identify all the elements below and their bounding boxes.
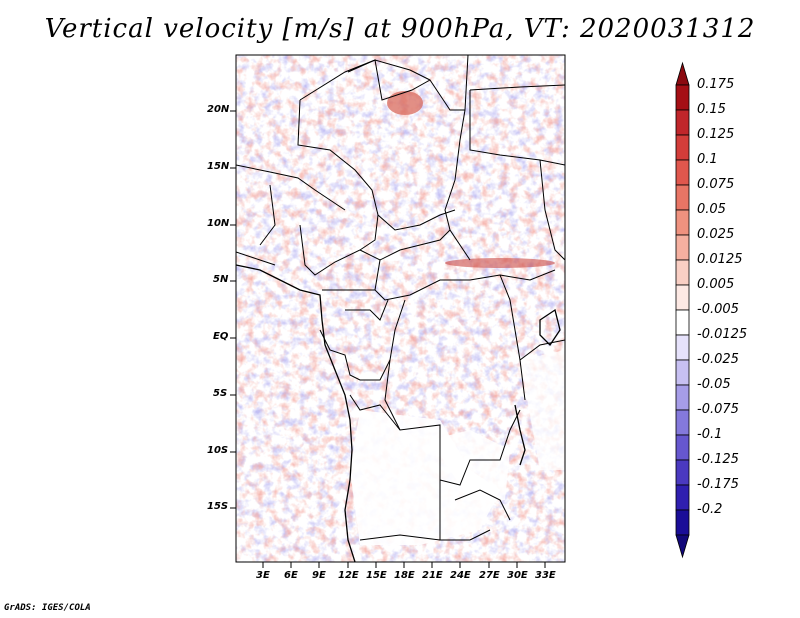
colorbar-segment (675, 384, 690, 411)
colorbar-label: 0.075 (697, 177, 735, 192)
colorbar-label: 0.125 (697, 127, 735, 142)
colorbar-segment (675, 84, 690, 111)
lon-label-12e: 12E (338, 570, 359, 581)
lon-label-27e: 27E (479, 570, 500, 581)
colorbar-top-arrow (675, 61, 690, 86)
lon-label-6e: 6E (284, 570, 298, 581)
lat-label-5n: 5N (213, 274, 229, 285)
colorbar-segment (675, 209, 690, 236)
colorbar-label: -0.1 (697, 427, 723, 442)
lon-label-21e: 21E (422, 570, 443, 581)
colorbar-segment (675, 234, 690, 261)
footer-credit: GrADS: IGES/COLA (4, 603, 91, 613)
colorbar-label: -0.05 (697, 377, 731, 392)
colorbar-segment (675, 359, 690, 386)
colorbar-segment (675, 134, 690, 161)
lon-label-9e: 9E (312, 570, 326, 581)
colorbar (675, 61, 690, 559)
lat-label-20n: 20N (207, 104, 230, 115)
lon-label-24e: 24E (450, 570, 471, 581)
colorbar-label: -0.0125 (697, 327, 748, 342)
colorbar-label: 0.005 (697, 277, 735, 292)
colorbar-label: 0.025 (697, 227, 735, 242)
lat-label-10n: 10N (207, 218, 230, 229)
colorbar-segment (675, 159, 690, 186)
lon-label-3e: 3E (256, 570, 270, 581)
colorbar-segment (675, 109, 690, 136)
colorbar-label: 0.15 (697, 102, 726, 117)
colorbar-segment (675, 484, 690, 511)
coastline (236, 264, 561, 562)
colorbar-label: -0.025 (697, 352, 739, 367)
colorbar-segment (675, 184, 690, 211)
colorbar-label: 0.0125 (697, 252, 743, 267)
colorbar-segment (675, 334, 690, 361)
colorbar-label: 0.1 (697, 152, 718, 167)
lon-label-33e: 33E (535, 570, 556, 581)
colorbar-bottom-arrow (675, 534, 690, 559)
lon-label-15e: 15E (366, 570, 387, 581)
colorbar-segment (675, 259, 690, 286)
vertical-velocity-field (236, 55, 565, 562)
colorbar-label: -0.2 (697, 502, 723, 517)
lon-ticks (262, 562, 546, 568)
colorbar-segment (675, 309, 690, 336)
colorbar-label: -0.005 (697, 302, 739, 317)
colorbar-label: -0.125 (697, 452, 739, 467)
colorbar-segment (675, 509, 690, 536)
lat-label-eq: EQ (213, 331, 229, 342)
lat-ticks (230, 110, 236, 509)
lat-label-5s: 5S (213, 388, 228, 399)
colorbar-label: 0.175 (697, 77, 735, 92)
country-borders (236, 55, 565, 541)
colorbar-segment (675, 409, 690, 436)
colorbar-label: -0.175 (697, 477, 739, 492)
lon-label-18e: 18E (394, 570, 415, 581)
colorbar-segment (675, 434, 690, 461)
lon-label-30e: 30E (507, 570, 528, 581)
lat-label-15s: 15S (207, 501, 229, 512)
plot-frame (235, 54, 566, 563)
colorbar-label: 0.05 (697, 202, 726, 217)
colorbar-segment (675, 459, 690, 486)
lat-label-15n: 15N (207, 161, 230, 172)
colorbar-label: -0.075 (697, 402, 739, 417)
colorbar-segment (675, 284, 690, 311)
chart-title: Vertical velocity [m/s] at 900hPa, VT: 2… (44, 14, 756, 44)
lat-label-10s: 10S (207, 445, 229, 456)
